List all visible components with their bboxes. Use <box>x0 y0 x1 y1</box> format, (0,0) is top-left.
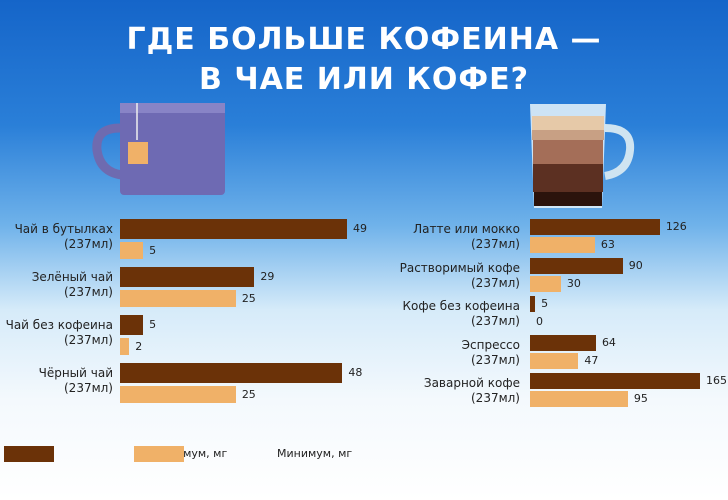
value-label: 5 <box>541 297 549 310</box>
bar <box>530 334 596 351</box>
title-line: В ЧАЕ ИЛИ КОФЕ? <box>199 62 529 97</box>
value-label: 48 <box>348 366 363 379</box>
bar <box>120 219 347 239</box>
legend-label: Минимум, мг <box>277 447 353 460</box>
value-label: 90 <box>628 258 643 272</box>
bar <box>530 275 561 292</box>
category-label: Эспрессо (237мл) <box>461 337 520 367</box>
category-label: Растворимый кофе (237мл) <box>399 260 520 290</box>
title-line: ГДЕ БОЛЬШЕ КОФЕИНА — <box>126 22 602 57</box>
bar <box>120 363 343 383</box>
value-label: 5 <box>149 243 157 257</box>
bar <box>120 315 144 335</box>
value-label: 25 <box>241 291 256 305</box>
bar <box>530 373 700 389</box>
bar <box>120 290 236 307</box>
value-label: 49 <box>353 222 367 235</box>
value-label: 63 <box>600 238 615 251</box>
value-label: 64 <box>601 335 616 349</box>
value-label: 165 <box>706 374 727 387</box>
value-label: 30 <box>566 276 581 290</box>
value-label: 0 <box>536 315 543 328</box>
legend-swatch <box>134 446 184 462</box>
bar <box>530 219 660 235</box>
legend-swatch <box>4 446 54 462</box>
bar <box>530 352 579 369</box>
value-label: 5 <box>149 318 157 331</box>
category-label: Кофе без кофеина (237мл) <box>402 299 520 328</box>
bar <box>120 386 236 403</box>
category-label: Заварной кофе (237мл) <box>423 376 520 405</box>
value-label: 2 <box>135 339 143 353</box>
bar <box>530 257 623 274</box>
value-label: 29 <box>260 270 275 283</box>
bar <box>530 296 536 312</box>
category-label: Латте или мокко (237мл) <box>413 222 520 251</box>
bar <box>530 237 595 253</box>
value-label: 126 <box>665 220 687 233</box>
bar <box>530 391 628 407</box>
bar <box>120 267 255 287</box>
value-label: 47 <box>584 353 599 367</box>
category-label: Чай без кофеина (237мл) <box>5 318 113 347</box>
category-label: Чай в бутылках (237мл) <box>14 222 113 251</box>
bar <box>120 242 144 259</box>
value-label: 25 <box>241 387 256 401</box>
bar <box>120 338 130 355</box>
category-label: Чёрный чай (237мл) <box>38 366 113 395</box>
value-label: 95 <box>633 392 648 405</box>
category-label: Зелёный чай (237мл) <box>31 270 113 299</box>
